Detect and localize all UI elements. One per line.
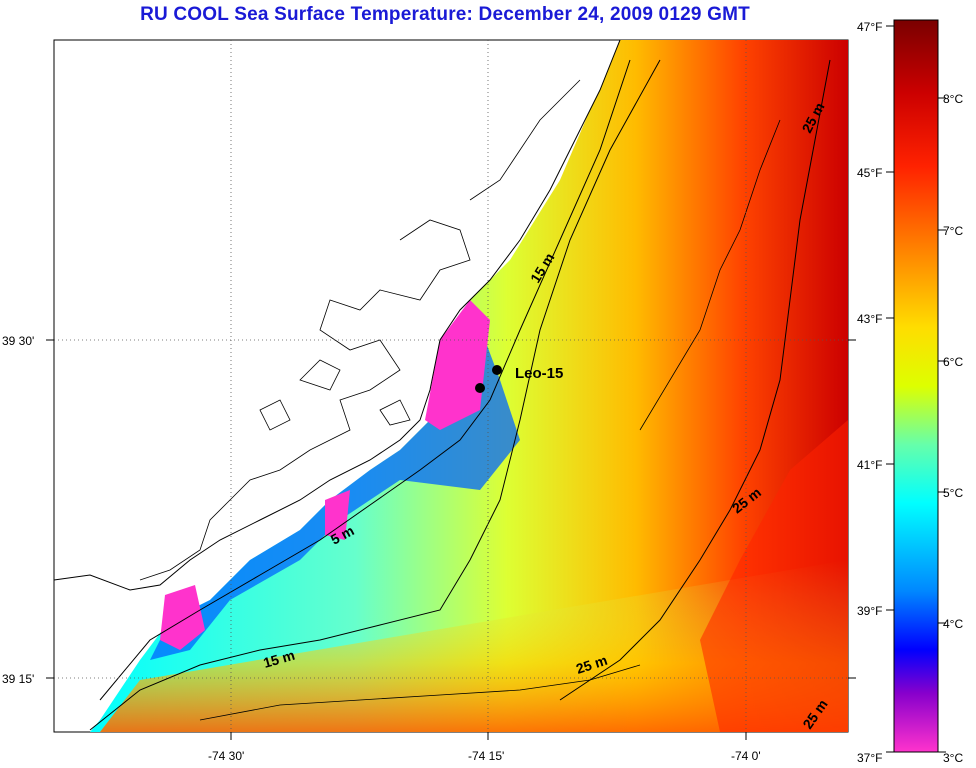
map-title: RU COOL Sea Surface Temperature: Decembe… xyxy=(140,4,750,25)
marsh-outline xyxy=(139,219,471,581)
station-marker[interactable] xyxy=(475,383,485,393)
marsh-outline xyxy=(469,79,581,201)
lon-label: -74 0' xyxy=(731,749,761,763)
lon-label: -74 30' xyxy=(208,749,244,763)
lat-label: 39 15' xyxy=(2,672,34,686)
colorbar-label-c: 5°C xyxy=(943,486,963,500)
colorbar-label-f: 43°F xyxy=(857,312,882,326)
colorbar-label-c: 3°C xyxy=(943,751,963,765)
contour-15m xyxy=(89,59,661,731)
coastline xyxy=(54,40,621,591)
graticule xyxy=(54,40,848,732)
colorbar-label-c: 4°C xyxy=(943,617,963,631)
colorbar-label-f: 47°F xyxy=(857,20,882,34)
contour-5m xyxy=(99,59,631,701)
station-marker[interactable] xyxy=(492,365,502,375)
colorbar-label-f: 39°F xyxy=(857,604,882,618)
sst-warm-band xyxy=(700,420,848,732)
lat-label: 39 30' xyxy=(2,334,34,348)
sst-south-warm xyxy=(100,560,848,732)
colorbar-label-f: 45°F xyxy=(857,166,882,180)
colorbar-scale xyxy=(893,19,939,753)
marsh-outline xyxy=(259,359,411,431)
contour-25m xyxy=(559,59,831,701)
sst-cold-patch xyxy=(325,490,350,540)
colorbar-label-f: 41°F xyxy=(857,458,882,472)
sst-cold-patch xyxy=(425,300,490,430)
lon-label: -74 15' xyxy=(468,749,504,763)
colorbar-label-c: 8°C xyxy=(943,92,963,106)
sst-nearshore-cold xyxy=(150,300,520,660)
station-label: Leo-15 xyxy=(515,365,563,382)
colorbar-label-c: 7°C xyxy=(943,224,963,238)
colorbar-label-f: 37°F xyxy=(857,751,882,765)
sst-cold-patch xyxy=(160,585,205,650)
colorbar-ticks xyxy=(886,25,946,753)
colorbar-label-c: 6°C xyxy=(943,355,963,369)
axis-ticks xyxy=(46,339,856,740)
contour-25m-south xyxy=(199,664,641,721)
contour-25m-inner xyxy=(639,119,781,431)
